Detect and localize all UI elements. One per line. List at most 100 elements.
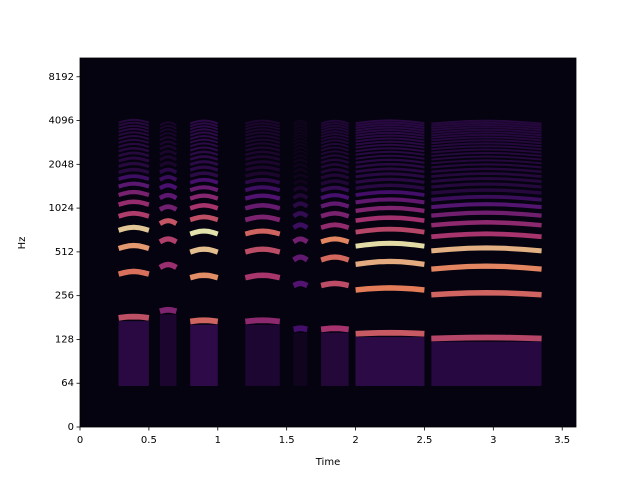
harmonic (245, 134, 281, 140)
harmonic (320, 254, 350, 263)
harmonic (118, 146, 150, 153)
harmonic (355, 226, 425, 235)
harmonic (431, 172, 542, 178)
low-energy (159, 314, 177, 386)
harmonic (431, 123, 542, 129)
harmonic (118, 156, 150, 163)
harmonic (355, 158, 425, 164)
harmonic (355, 167, 425, 174)
voiced-segment (189, 119, 219, 386)
voiced-segment (320, 119, 350, 386)
voiced-segment (431, 119, 542, 386)
harmonic (355, 240, 425, 249)
harmonic (355, 150, 425, 156)
harmonic (293, 150, 308, 156)
harmonic (244, 150, 281, 157)
harmonic (320, 130, 350, 136)
harmonic (244, 185, 281, 193)
harmonic (292, 236, 309, 244)
harmonic (431, 126, 542, 132)
harmonic (431, 128, 542, 134)
harmonic (292, 280, 309, 289)
y-tick-label: 512 (55, 247, 74, 258)
harmonic (355, 172, 425, 179)
y-tick-label: 4096 (49, 116, 74, 127)
harmonic (320, 142, 350, 148)
harmonic (159, 155, 178, 162)
harmonic (431, 148, 542, 154)
low-energy (321, 332, 349, 386)
harmonic (320, 158, 350, 164)
harmonic (355, 258, 425, 268)
harmonic (431, 139, 542, 145)
harmonic (292, 325, 308, 333)
harmonic (117, 189, 150, 198)
harmonic (320, 150, 350, 156)
harmonic (431, 121, 542, 127)
harmonic (431, 176, 542, 183)
harmonic (355, 205, 425, 214)
harmonic (118, 121, 150, 127)
harmonic (355, 140, 425, 146)
harmonic (292, 154, 308, 160)
harmonic (117, 224, 150, 233)
harmonic (355, 162, 425, 169)
harmonic (320, 146, 350, 152)
harmonic (189, 146, 219, 152)
harmonic (292, 222, 309, 230)
harmonic (431, 119, 542, 125)
harmonic (431, 145, 542, 151)
harmonic (118, 151, 150, 158)
harmonic (189, 193, 219, 201)
harmonic (159, 124, 177, 130)
harmonic (355, 121, 425, 127)
harmonic (320, 179, 350, 186)
harmonic (320, 133, 350, 139)
harmonic (320, 236, 350, 245)
harmonic (189, 150, 219, 156)
harmonic (355, 197, 425, 205)
harmonic (320, 325, 350, 333)
harmonic (118, 134, 150, 140)
y-tick-label: 1024 (49, 203, 74, 214)
harmonic (159, 149, 178, 156)
harmonic (245, 317, 281, 325)
harmonic (118, 127, 150, 133)
harmonic (431, 220, 542, 228)
harmonic (158, 261, 178, 270)
harmonic (320, 201, 350, 209)
harmonic (292, 193, 309, 200)
low-energy (245, 324, 280, 386)
low-energy (355, 337, 425, 386)
harmonic (118, 124, 150, 130)
harmonic (431, 131, 542, 137)
harmonic (159, 161, 178, 168)
harmonic (355, 154, 425, 160)
harmonic (355, 131, 425, 137)
harmonic (431, 163, 542, 169)
harmonic (293, 124, 308, 130)
harmonic (244, 155, 281, 161)
harmonic (189, 214, 219, 223)
harmonic (245, 142, 281, 148)
harmonic (245, 119, 281, 125)
harmonic (244, 203, 281, 211)
harmonic (355, 123, 425, 129)
harmonic (292, 254, 309, 263)
harmonic (245, 125, 281, 131)
harmonic (431, 182, 542, 189)
harmonic (118, 181, 150, 189)
harmonic (118, 161, 150, 169)
harmonic (293, 127, 308, 133)
harmonic (293, 122, 308, 127)
harmonic (431, 263, 542, 272)
harmonic (431, 245, 542, 254)
x-tick-label: 3 (490, 435, 496, 446)
harmonic (189, 125, 219, 131)
harmonic (118, 142, 150, 148)
harmonic (189, 228, 219, 237)
harmonic (292, 167, 309, 174)
harmonic (244, 272, 281, 281)
harmonic (159, 136, 177, 142)
low-energy (118, 321, 149, 386)
